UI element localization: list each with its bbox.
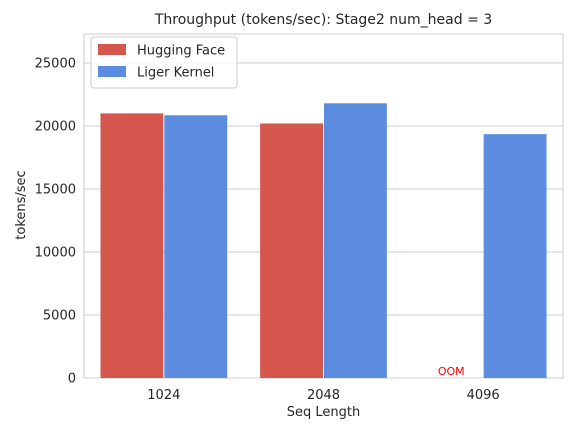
y-tick-label: 25000 <box>35 56 76 71</box>
x-axis-label: Seq Length <box>287 405 360 420</box>
legend-label-hugging-face: Hugging Face <box>137 44 225 59</box>
bar-liger-kernel-1024 <box>164 115 227 378</box>
bar-hugging-face-2048 <box>260 123 323 378</box>
annotations: OOM <box>438 365 465 378</box>
y-tick-label: 10000 <box>35 245 76 260</box>
y-tick-label: 0 <box>68 372 76 387</box>
bar-liger-kernel-4096 <box>484 134 547 378</box>
x-tick-label: 2048 <box>307 388 340 403</box>
chart-title: Throughput (tokens/sec): Stage2 num_head… <box>154 12 492 28</box>
bar-liger-kernel-2048 <box>324 103 387 378</box>
y-tick-label: 20000 <box>35 119 76 134</box>
bar-hugging-face-1024 <box>100 113 163 378</box>
oom-annotation: OOM <box>438 365 465 378</box>
legend-label-liger-kernel: Liger Kernel <box>137 66 214 81</box>
y-tick-label: 15000 <box>35 182 76 197</box>
x-tick-label: 1024 <box>147 388 180 403</box>
legend: Hugging Face Liger Kernel <box>91 37 237 88</box>
x-tick-label: 4096 <box>467 388 500 403</box>
y-axis-label: tokens/sec <box>14 170 29 239</box>
legend-swatch-liger-kernel <box>98 66 126 77</box>
y-tick-label: 5000 <box>43 308 76 323</box>
legend-swatch-hugging-face <box>98 44 126 55</box>
